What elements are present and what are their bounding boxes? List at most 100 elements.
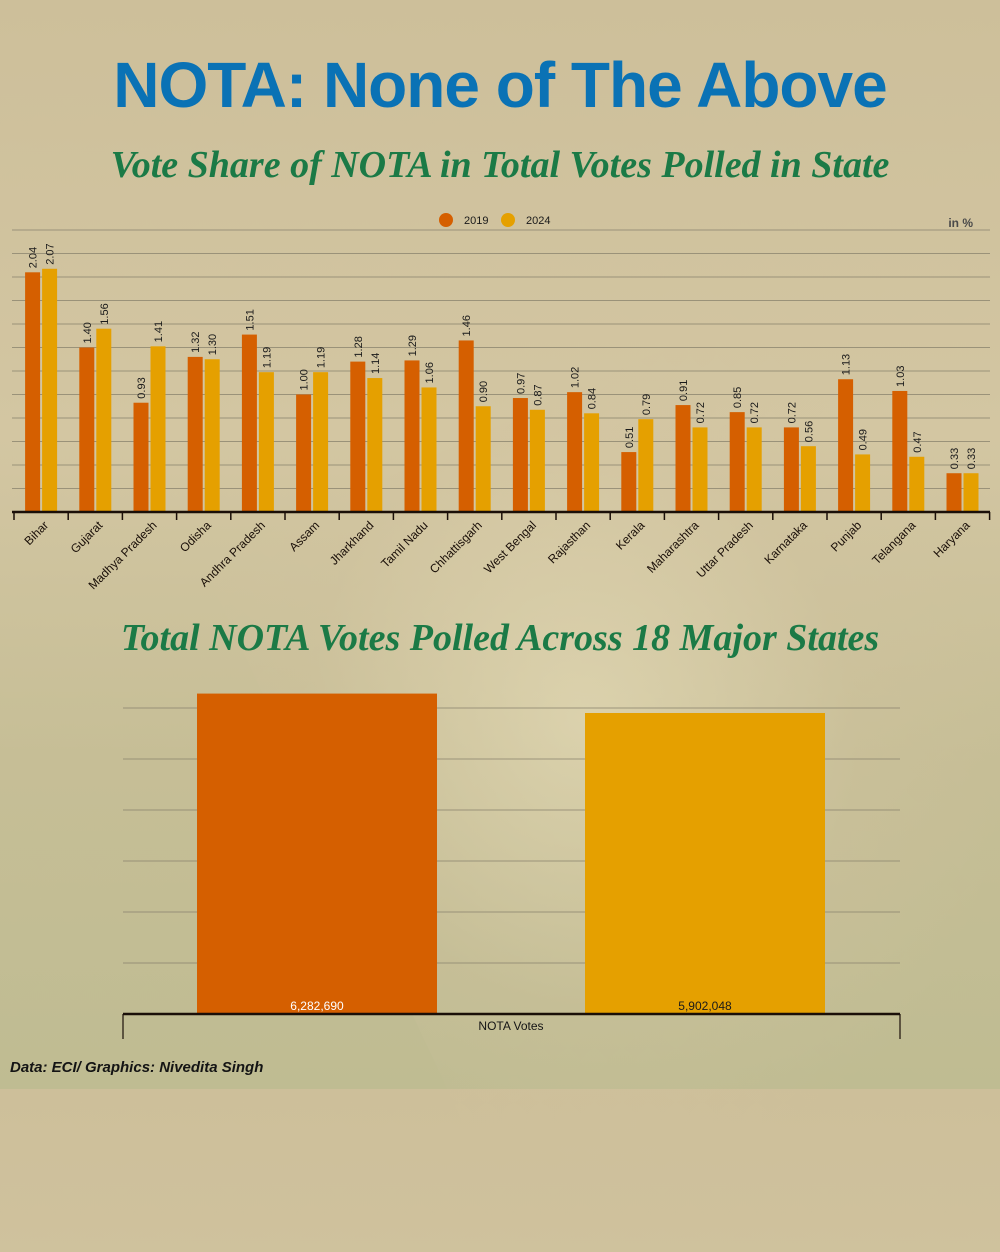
- chart1-data-label: 1.46: [461, 315, 473, 336]
- chart1-bar-2024: [313, 372, 329, 512]
- chart1-bar-2019: [729, 412, 745, 512]
- chart1-x-tick-label: Kerala: [613, 518, 648, 553]
- chart1-bar-2019: [133, 402, 149, 512]
- chart1-data-label: 0.51: [624, 427, 636, 448]
- legend-2024-label: 2024: [526, 215, 550, 227]
- chart1-data-label: 1.29: [407, 335, 419, 356]
- source-credit: Data: ECI/ Graphics: Nivedita Singh: [10, 1059, 264, 1076]
- chart1-data-label: 0.97: [515, 373, 527, 394]
- chart1-bar-2024: [96, 328, 112, 512]
- chart1-x-tick-label: Karnataka: [761, 518, 810, 567]
- chart1-x-tick-label: Bihar: [22, 518, 52, 548]
- chart1-bar-2019: [79, 347, 95, 512]
- chart1-bar-2024: [204, 359, 220, 512]
- chart1-data-label: 0.56: [803, 421, 815, 442]
- chart1-bar-2019: [621, 452, 637, 512]
- chart1-title: Vote Share of NOTA in Total Votes Polled…: [110, 144, 890, 186]
- chart2-bar-2024: [585, 712, 825, 1014]
- chart1-bar-2019: [458, 340, 474, 512]
- chart1-gridlines: [12, 229, 990, 489]
- chart1-bar-2019: [567, 392, 583, 512]
- chart1-data-label: 0.49: [858, 429, 870, 450]
- chart1-bar-2019: [404, 360, 420, 512]
- chart1-bar-2019: [241, 334, 257, 512]
- chart1-data-label: 1.41: [153, 321, 165, 342]
- chart1-bar-2024: [692, 427, 708, 512]
- chart2-data-label: 5,902,048: [678, 999, 732, 1013]
- chart1-x-tick-label: Punjab: [828, 518, 865, 555]
- chart1-bar-2019: [187, 356, 203, 512]
- chart2-x-axis-label: NOTA Votes: [478, 1019, 543, 1033]
- chart1-bar-2019: [350, 361, 366, 512]
- chart1-bar-2024: [584, 413, 600, 512]
- chart1-bar-2024: [909, 456, 925, 512]
- chart1-bar-2024: [855, 454, 871, 512]
- chart1-x-axis: [12, 510, 991, 520]
- chart1-data-labels: 2.04 2.07 1.40 1.56 0.93 1.41 1.32 1.30 1.51 1.19…: [28, 243, 978, 469]
- total-votes-chart: 6,282,690 5,902,048 NOTA Votes: [122, 693, 901, 1039]
- chart1-data-label: 0.93: [136, 377, 148, 398]
- legend-2019-swatch-icon: [439, 213, 453, 227]
- chart1-bar-2024: [638, 419, 654, 512]
- chart1-bar-2024: [421, 387, 437, 512]
- chart1-x-tick-label: West Bengal: [481, 518, 539, 576]
- chart1-data-label: 0.90: [478, 381, 490, 402]
- page-title: NOTA: None of The Above: [113, 49, 887, 121]
- chart1-data-label: 0.33: [949, 448, 961, 469]
- chart1-data-label: 1.51: [244, 309, 256, 330]
- chart1-bar-2024: [475, 406, 491, 512]
- chart1-data-label: 0.85: [732, 387, 744, 408]
- chart1-x-tick-label: Rajasthan: [545, 518, 593, 566]
- chart1-x-tick-label: Gujarat: [68, 518, 106, 556]
- chart1-data-label: 0.72: [749, 402, 761, 423]
- chart1-x-tick-label: Odisha: [177, 518, 214, 555]
- chart1-data-label: 1.28: [353, 336, 365, 357]
- chart1-data-label: 2.07: [45, 243, 57, 264]
- chart1-bars: [25, 268, 979, 512]
- chart1-data-label: 1.30: [207, 334, 219, 355]
- chart1-bar-2024: [529, 409, 545, 512]
- chart1-bar-2024: [746, 427, 762, 512]
- chart1-data-label: 1.06: [424, 362, 436, 383]
- chart1-bar-2024: [800, 446, 816, 512]
- chart1-unit-label: in %: [948, 216, 973, 230]
- chart1-bar-2019: [675, 405, 691, 512]
- chart1-data-label: 1.19: [261, 347, 273, 368]
- chart1-bar-2024: [150, 346, 166, 512]
- chart1-bar-2019: [838, 379, 854, 512]
- chart1-x-tick-label: Tamil Nadu: [378, 518, 430, 570]
- legend-2024-swatch-icon: [501, 213, 515, 227]
- chart1-x-tick-label: Jharkhand: [327, 518, 377, 568]
- chart1-bar-2019: [512, 398, 528, 512]
- chart1-bar-2019: [946, 473, 962, 512]
- chart1-data-label: 1.13: [841, 354, 853, 375]
- chart1-data-label: 1.02: [570, 367, 582, 388]
- chart2-bar-2019: [197, 693, 437, 1014]
- chart1-data-label: 2.04: [28, 247, 40, 268]
- chart1-data-label: 1.56: [99, 303, 111, 324]
- chart1-legend[interactable]: 2019 2024: [439, 213, 550, 227]
- chart1-data-label: 0.91: [678, 380, 690, 401]
- chart1-data-label: 0.33: [966, 448, 978, 469]
- chart1-data-label: 1.03: [895, 366, 907, 387]
- chart2-data-label: 6,282,690: [290, 999, 344, 1013]
- chart1-x-tick-label: Assam: [286, 518, 322, 554]
- chart1-data-label: 1.40: [82, 322, 94, 343]
- chart1-bar-2024: [258, 372, 274, 512]
- legend-2019-label: 2019: [464, 215, 488, 227]
- chart1-bar-2024: [963, 473, 979, 512]
- chart2-bars: [197, 693, 825, 1014]
- chart1-bar-2019: [25, 272, 41, 512]
- chart1-bar-2019: [892, 390, 908, 512]
- chart1-data-label: 0.47: [912, 431, 924, 452]
- vote-share-chart: 2.04 2.07 1.40 1.56 0.93 1.41 1.32 1.30 1.51 1.19…: [12, 213, 991, 593]
- chart1-data-label: 0.72: [695, 402, 707, 423]
- chart1-data-label: 0.72: [786, 402, 798, 423]
- chart1-x-tick-label: Uttar Pradesh: [694, 518, 756, 580]
- chart1-data-label: 1.32: [190, 331, 202, 352]
- chart2-x-axis: [122, 1012, 901, 1039]
- chart1-x-tick-label: Maharashtra: [644, 518, 702, 576]
- chart1-data-label: 1.14: [370, 353, 382, 374]
- chart1-bar-2024: [367, 378, 383, 512]
